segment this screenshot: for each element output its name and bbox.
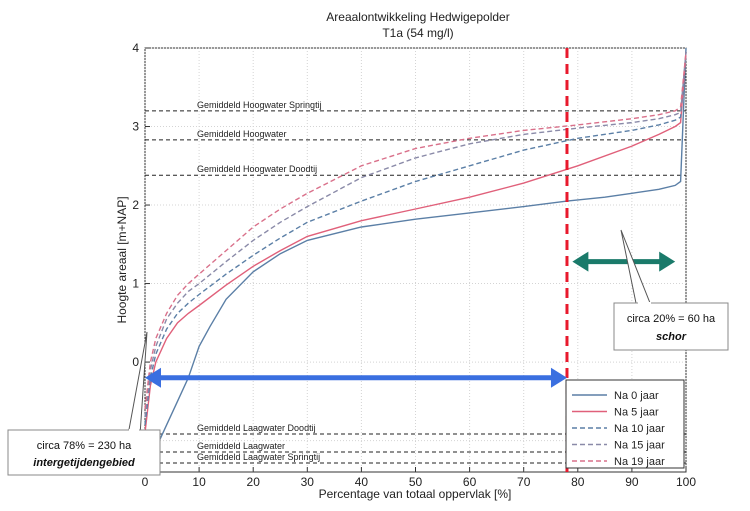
- y-tick-label: 4: [132, 41, 139, 55]
- y-tick-label: 0: [132, 355, 139, 369]
- x-tick-label: 10: [192, 475, 206, 489]
- series-line-5: [144, 51, 687, 410]
- callout-schor-box: [613, 302, 729, 351]
- chart-subtitle: T1a (54 mg/l): [382, 26, 453, 40]
- y-tick-label: 2: [132, 198, 139, 212]
- reference-line-label: Gemiddeld Hoogwater: [197, 129, 287, 139]
- y-tick-label: 1: [132, 277, 139, 291]
- x-tick-label: 50: [409, 475, 423, 489]
- x-tick-label: 90: [625, 475, 639, 489]
- arrow-head-right-2: [659, 251, 676, 272]
- reference-line-label: Gemiddeld Hoogwater Doodtij: [197, 164, 317, 174]
- legend-label: Na 19 jaar: [614, 456, 665, 468]
- reference-line-label: Gemiddeld Hoogwater Springtij: [197, 100, 322, 110]
- chart-title: Areaalontwikkeling Hedwigepolder: [326, 10, 509, 24]
- x-tick-label: 0: [142, 475, 149, 489]
- series-group: [144, 47, 687, 473]
- callout-schor: circa 20% = 60 ha schor: [613, 229, 729, 351]
- callout-intertidal-line1: circa 78% = 230 ha: [37, 440, 132, 452]
- x-tick-label: 60: [463, 475, 477, 489]
- callout-schor-line1: circa 20% = 60 ha: [627, 313, 716, 325]
- arrow-head-left-2: [572, 251, 589, 272]
- y-tick-label: 3: [132, 120, 139, 134]
- callout-intertidal-pointer: [127, 331, 148, 436]
- legend: Na 0 jaar Na 5 jaar Na 10 jaar Na 15 jaar Na…: [565, 379, 685, 469]
- x-axis-ticks: 0 10 20 30 40 50 60 70 80 90 100: [142, 467, 696, 489]
- x-tick-label: 30: [301, 475, 315, 489]
- series-line-4: [144, 51, 687, 418]
- x-tick-label: 70: [517, 475, 531, 489]
- legend-items: Na 0 jaar Na 5 jaar Na 10 jaar Na 15 jaar Na…: [572, 390, 665, 468]
- reference-line-label: Gemiddeld Laagwater Springtij: [197, 452, 320, 462]
- reference-line-label: Gemiddeld Laagwater Doodtij: [197, 423, 316, 433]
- x-tick-label: 80: [571, 475, 585, 489]
- x-axis-label: Percentage van totaal oppervlak [%]: [319, 487, 512, 501]
- legend-label: Na 15 jaar: [614, 440, 665, 452]
- legend-label: Na 5 jaar: [614, 407, 659, 419]
- callout-schor-line2: schor: [656, 331, 687, 343]
- arrow-head-right-1: [550, 367, 567, 388]
- series-line-3: [144, 51, 687, 425]
- arrows-group: [145, 251, 676, 388]
- callout-intertidal-box: [7, 429, 161, 476]
- legend-label: Na 10 jaar: [614, 423, 665, 435]
- reference-line-label: Gemiddeld Laagwater: [197, 441, 285, 451]
- callout-intertidal: circa 78% = 230 ha intergetijdengebied: [7, 331, 161, 476]
- y-axis-label: Hoogte areaal [m+NAP]: [115, 196, 129, 323]
- x-tick-label: 40: [355, 475, 369, 489]
- x-tick-label: 20: [247, 475, 261, 489]
- legend-label: Na 0 jaar: [614, 390, 659, 402]
- callout-intertidal-line2: intergetijdengebied: [33, 457, 135, 469]
- series-line-1: [144, 47, 687, 473]
- series-line-2: [144, 51, 687, 433]
- arrow-head-left-1: [145, 367, 161, 388]
- x-tick-label: 100: [676, 475, 696, 489]
